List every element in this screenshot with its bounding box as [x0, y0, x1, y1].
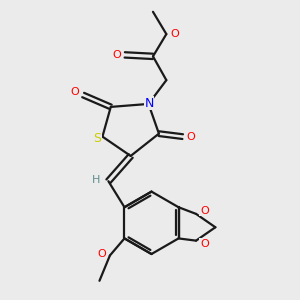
Text: S: S	[93, 132, 101, 145]
Text: O: O	[97, 249, 106, 259]
Text: O: O	[170, 29, 179, 39]
Text: O: O	[187, 132, 195, 142]
Text: N: N	[144, 97, 154, 110]
Text: O: O	[200, 206, 209, 216]
Text: O: O	[112, 50, 121, 60]
Text: H: H	[92, 175, 101, 185]
Text: O: O	[70, 87, 79, 97]
Text: O: O	[200, 238, 209, 249]
